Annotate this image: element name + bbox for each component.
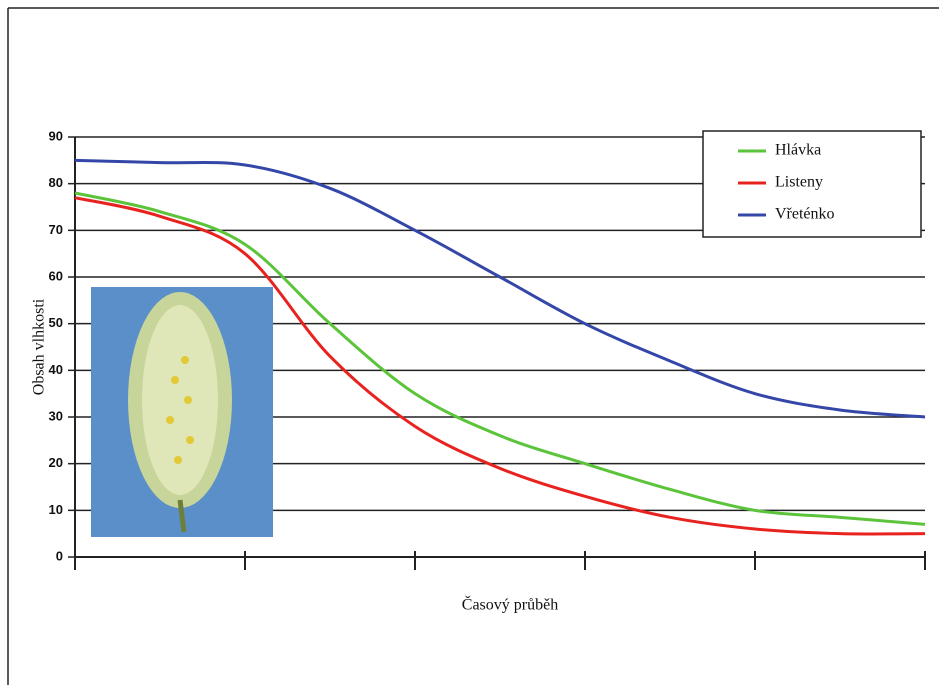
y-tick-label: 50 <box>49 315 63 330</box>
photo-inset <box>91 287 273 537</box>
x-axis-title: Časový průběh <box>462 595 558 614</box>
chart: Obsah vlhkosti Časový průběh 0 10 20 30 40 50… <box>0 0 939 685</box>
y-tick-label: 40 <box>49 362 63 377</box>
y-tick-label: 70 <box>49 222 63 237</box>
legend-label: Listeny <box>775 174 823 191</box>
y-tick-label: 30 <box>49 408 63 423</box>
y-tick-label: 0 <box>56 548 63 563</box>
legend-label: Hlávka <box>775 142 821 159</box>
y-axis-title: Obsah vlhkosti <box>31 298 48 395</box>
y-tick-label: 90 <box>49 128 63 143</box>
y-tick-label: 80 <box>49 175 63 190</box>
y-tick-label: 20 <box>49 455 63 470</box>
y-tick-label: 60 <box>49 268 63 283</box>
y-tick-label: 10 <box>49 502 63 517</box>
legend-label: Vřeténko <box>775 206 835 223</box>
